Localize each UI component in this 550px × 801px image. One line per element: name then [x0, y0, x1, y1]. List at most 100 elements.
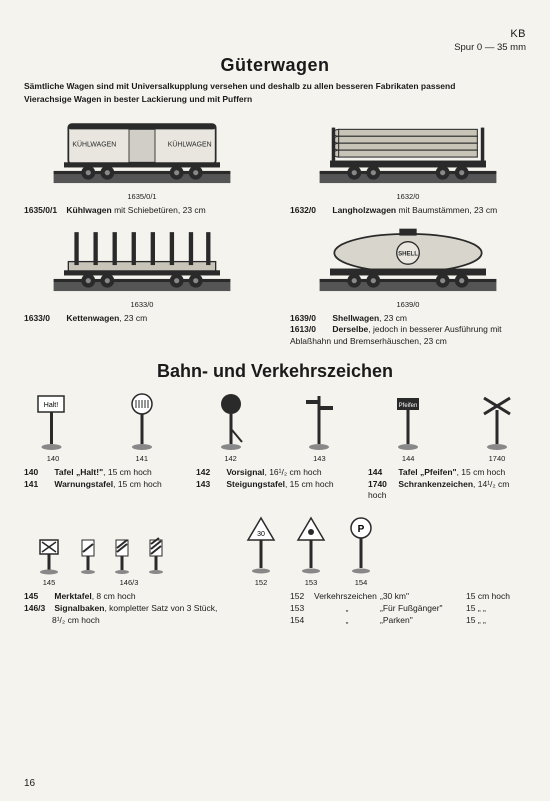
svg-text:SHELL: SHELL — [398, 252, 418, 258]
sign-name: Verkehrszeichen — [314, 591, 377, 601]
artnum: 152 — [290, 591, 314, 603]
intro-text: Sämtliche Wagen sind mit Universalkupplu… — [24, 80, 526, 106]
sign-145: 145 — [24, 536, 74, 587]
sign-spec: , 15 cm hoch — [113, 479, 162, 489]
sign-spec: , 16¹/₂ cm hoch — [264, 467, 321, 477]
wagon-shell: SHELL 1639/0 1639/0 Shellwagen, 23 cm 16… — [290, 220, 526, 347]
signs-desc-block-1: 140 Tafel „Halt!", 15 cm hoch 141 Warnun… — [24, 467, 526, 501]
wagon-kuehlwagen: KÜHLWAGEN KÜHLWAGEN 1635/0/1 1635/0/1 Kü… — [24, 112, 260, 216]
sign-146-3: 146/3 — [74, 536, 184, 587]
sign-142: 142 — [202, 390, 260, 463]
signs-row-1: Halt! 140 141 142 143 Pfeifen 144 1740 — [24, 390, 526, 463]
sign-name: Steigungstafel — [226, 479, 285, 489]
wagon-ketten: 1633/0 1633/0 Kettenwagen, 23 cm — [24, 220, 260, 347]
sign-name: Tafel „Halt!" — [54, 467, 103, 477]
sign-140: Halt! 140 — [24, 390, 82, 463]
svg-text:P: P — [358, 524, 365, 535]
fignum: 1635/0/1 — [127, 192, 156, 201]
wagon-name: Langholzwagen — [332, 205, 396, 215]
sign-spec: , 15 cm hoch — [285, 479, 334, 489]
wagon-desc: 1632/0 Langholzwagen mit Baumstämmen, 23… — [290, 205, 497, 216]
artnum: 144 — [368, 467, 396, 478]
sign-num: 142 — [224, 454, 237, 463]
sign-num: 144 — [402, 454, 415, 463]
artnum: 146/3 — [24, 603, 52, 615]
wagon-name: Kühlwagen — [66, 205, 111, 215]
sign-num: 146/3 — [120, 578, 139, 587]
sign-height: 15 „ „ — [466, 615, 526, 627]
kuehlwagen-illustration: KÜHLWAGEN KÜHLWAGEN — [24, 112, 260, 190]
sign-154: P 154 — [336, 514, 386, 587]
artnum: 1639/0 — [290, 313, 330, 324]
artnum: 1740 — [368, 479, 396, 490]
artnum: 142 — [196, 467, 224, 478]
artnum: 140 — [24, 467, 52, 478]
sign-num: 145 — [43, 578, 56, 587]
sign-name: Schrankenzeichen — [398, 479, 473, 489]
svg-text:Halt!: Halt! — [44, 402, 58, 409]
brand-code: KB — [24, 28, 526, 40]
sign-label: „Parken" — [380, 615, 466, 627]
sign-num: 153 — [305, 578, 318, 587]
sign-spec: , kompletter Satz von 3 Stück, — [104, 603, 217, 613]
sign-name: Vorsignal — [226, 467, 264, 477]
sign-height: 15 cm hoch — [466, 591, 526, 603]
wagon-desc: 1633/0 Kettenwagen, 23 cm — [24, 313, 147, 324]
gauge-text: Spur 0 — 35 mm — [24, 42, 526, 53]
artnum: 1613/0 — [290, 324, 330, 335]
sign-152: 30 152 — [236, 514, 286, 587]
wagon-spec: , 23 cm — [379, 313, 407, 323]
sign-spec: , 8 cm hoch — [92, 591, 136, 601]
sign-label: „Für Fußgänger" — [380, 603, 466, 615]
svg-text:KÜHLWAGEN: KÜHLWAGEN — [168, 140, 212, 148]
artnum: 1632/0 — [290, 205, 330, 216]
sign-num: 140 — [47, 454, 60, 463]
ditto-mark: „ — [314, 603, 380, 615]
fignum: 1639/0 — [397, 300, 420, 309]
sign-num: 141 — [136, 454, 149, 463]
ketten-illustration — [24, 220, 260, 298]
wagon-desc: 1635/0/1 Kühlwagen mit Schiebetüren, 23 … — [24, 205, 206, 216]
sign-143: 143 — [290, 390, 348, 463]
wagon-spec: , 23 cm — [119, 313, 147, 323]
sign-num: 143 — [313, 454, 326, 463]
svg-text:KÜHLWAGEN: KÜHLWAGEN — [72, 140, 116, 148]
langholz-illustration — [290, 112, 526, 190]
sign-height: 15 „ „ — [466, 603, 526, 615]
sign-spec: , 15 cm hoch — [103, 467, 152, 477]
wagon-name: Shellwagen — [332, 313, 379, 323]
intro-line2: Vierachsige Wagen in bester Lackierung u… — [24, 94, 252, 104]
svg-text:30: 30 — [257, 531, 265, 538]
svg-text:Pfeifen: Pfeifen — [399, 403, 418, 409]
sign-name: Warnungstafel — [54, 479, 113, 489]
wagon-grid: KÜHLWAGEN KÜHLWAGEN 1635/0/1 1635/0/1 Kü… — [24, 112, 526, 348]
artnum: 154 — [290, 615, 314, 627]
artnum: 1633/0 — [24, 313, 64, 324]
sign-name: Tafel „Pfeifen" — [398, 467, 456, 477]
sign-name: Merktafel — [54, 591, 91, 601]
artnum: 141 — [24, 479, 52, 490]
sign-label: „30 km" — [380, 591, 466, 603]
sign-153: 153 — [286, 514, 336, 587]
sign-1740: 1740 — [468, 390, 526, 463]
shell-illustration: SHELL — [290, 220, 526, 298]
artnum: 145 — [24, 591, 52, 603]
signs-row-2: 145 146/3 30 152 153 P 154 — [24, 514, 526, 587]
sign-144: Pfeifen 144 — [379, 390, 437, 463]
wagon-desc: 1639/0 Shellwagen, 23 cm 1613/0 Derselbe… — [290, 313, 526, 347]
intro-line1: Sämtliche Wagen sind mit Universalkupplu… — [24, 81, 455, 91]
wagon-name: Derselbe — [332, 324, 368, 334]
bottom-desc: 145 Merktafel, 8 cm hoch 146/3 Signalbak… — [24, 591, 526, 627]
ditto-mark: „ — [314, 615, 380, 627]
section1-title: Güterwagen — [24, 55, 526, 76]
page-number: 16 — [24, 778, 35, 789]
wagon-langholz: 1632/0 1632/0 Langholzwagen mit Baumstäm… — [290, 112, 526, 216]
sign-num: 154 — [355, 578, 368, 587]
sign-spec-cont: 8¹/₂ cm hoch — [24, 615, 260, 627]
sign-num: 152 — [255, 578, 268, 587]
artnum: 143 — [196, 479, 224, 490]
wagon-spec: mit Schiebetüren, 23 cm — [112, 205, 206, 215]
section2-title: Bahn- und Verkehrszeichen — [24, 361, 526, 382]
artnum: 1635/0/1 — [24, 205, 64, 216]
sign-num: 1740 — [489, 454, 506, 463]
